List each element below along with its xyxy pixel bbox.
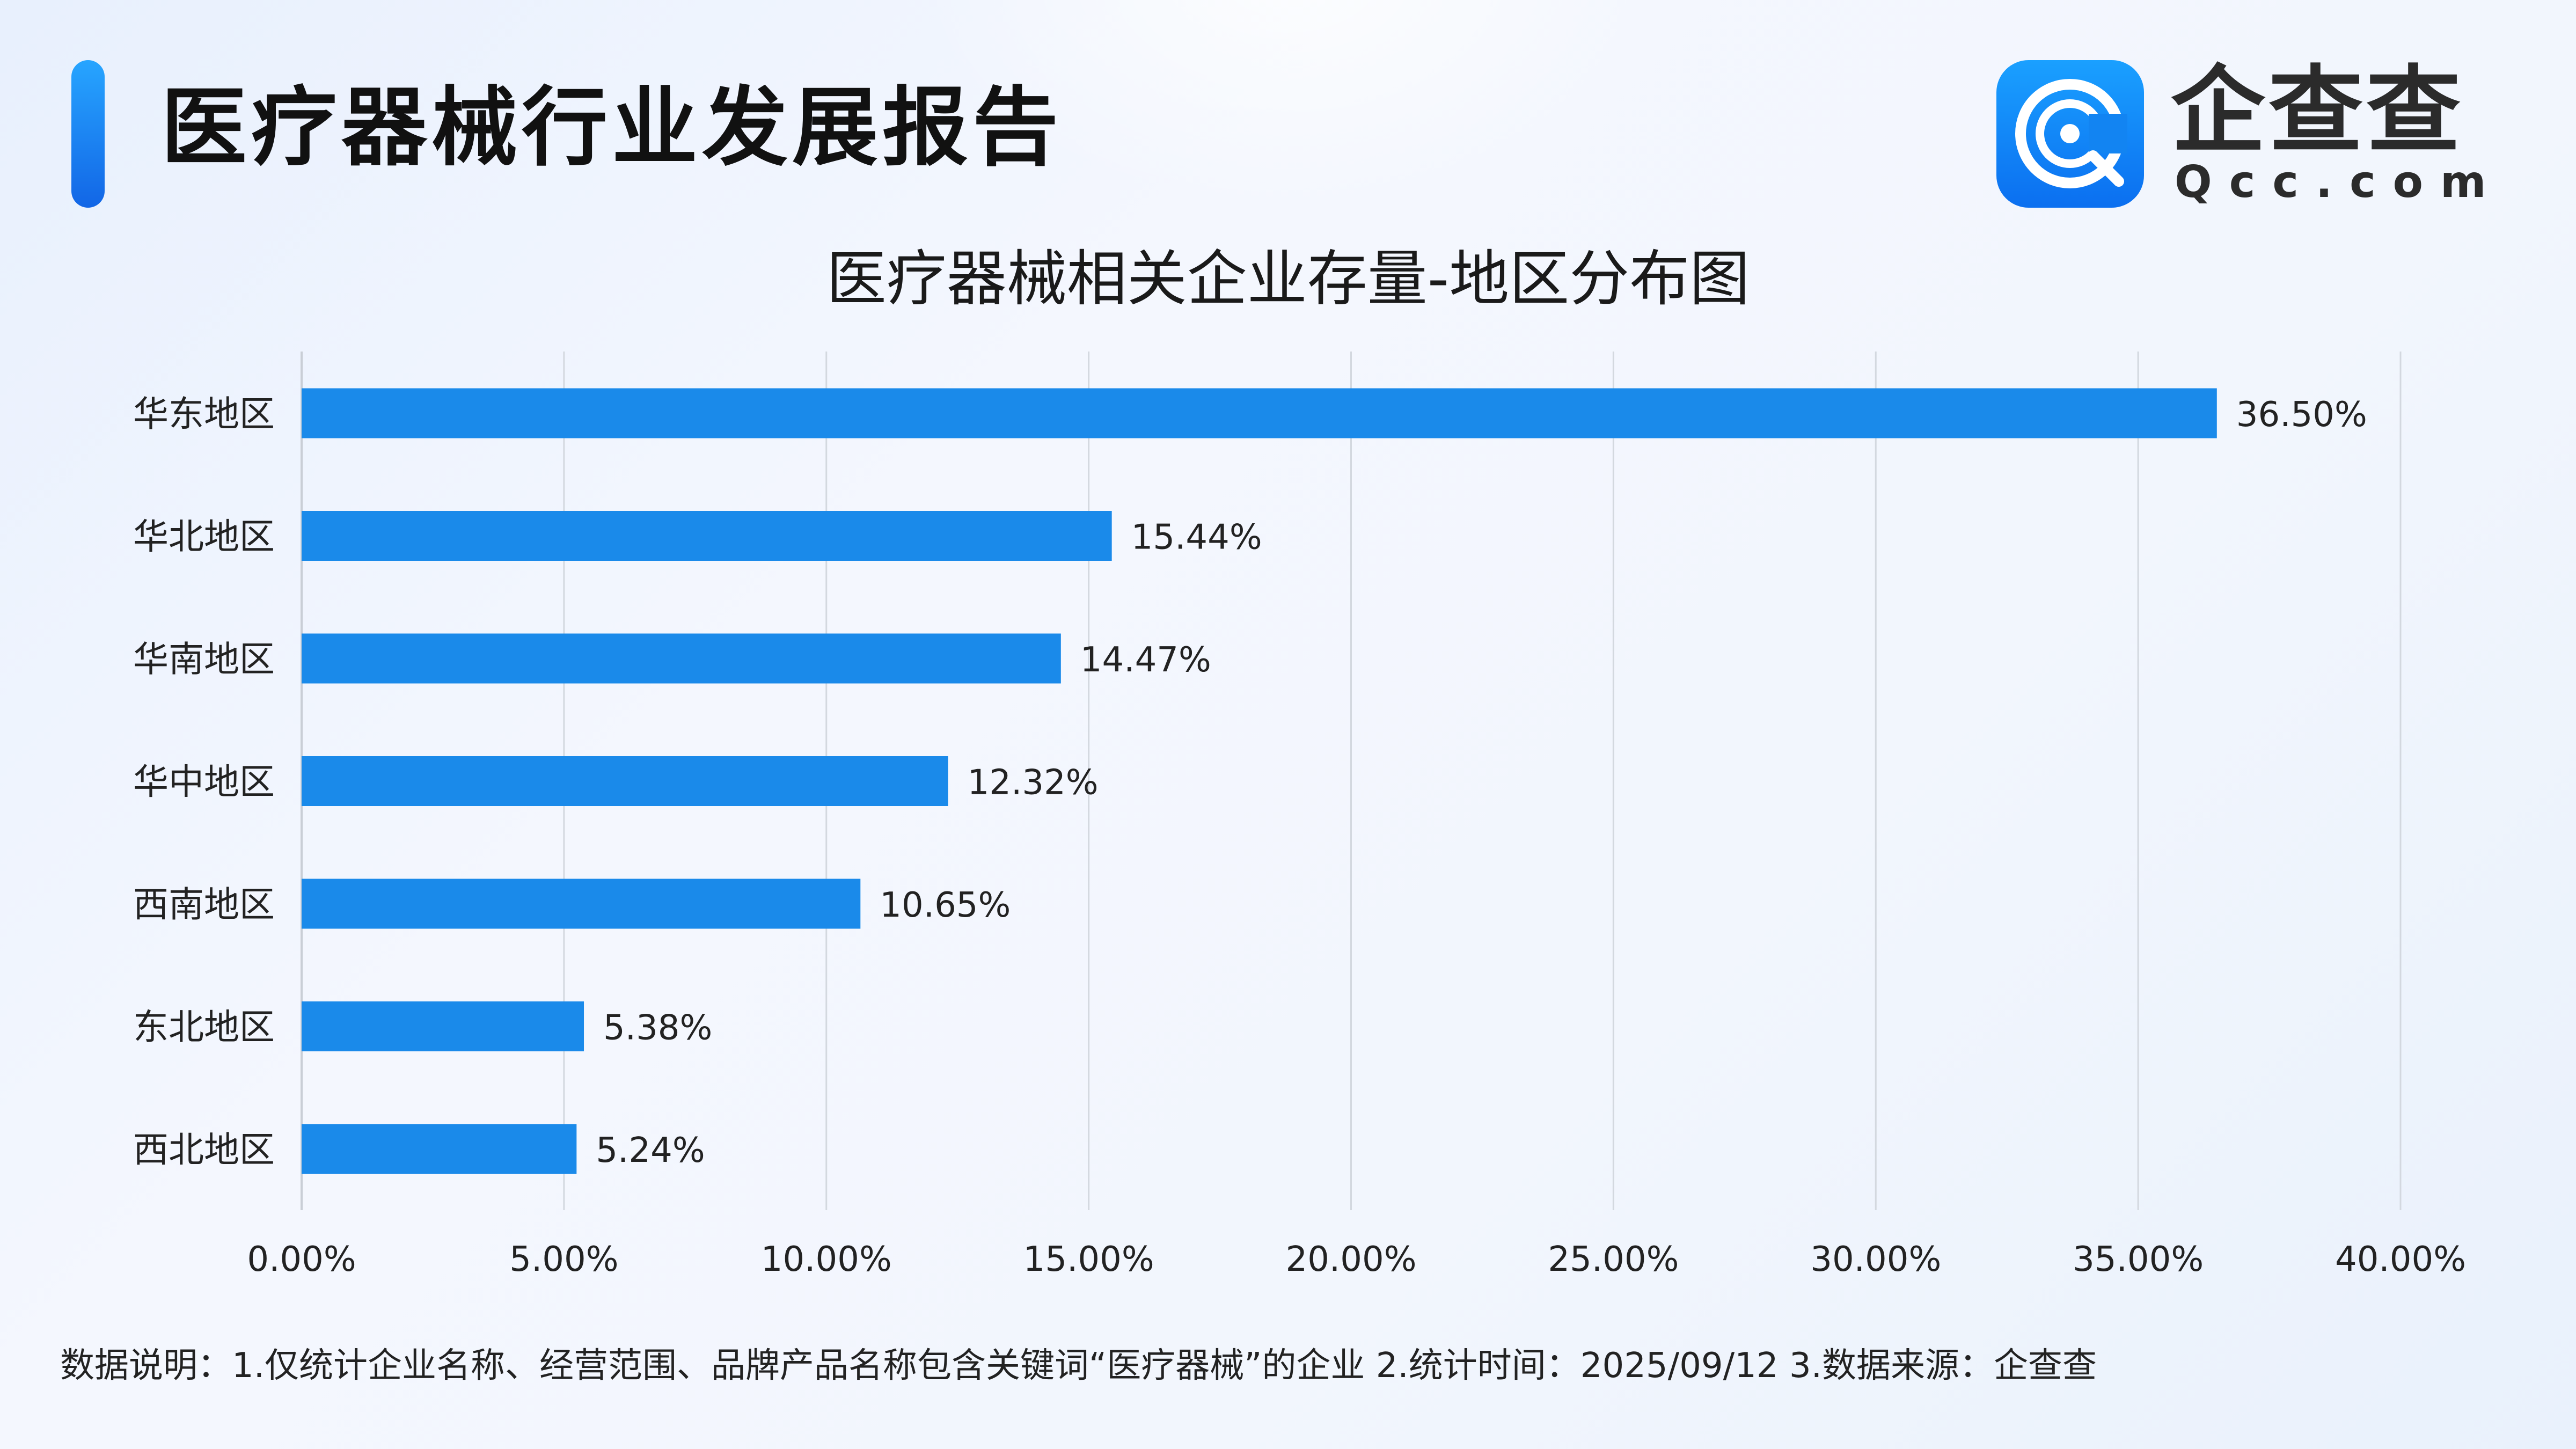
category-label: 华东地区 <box>133 393 275 435</box>
bar <box>302 756 948 806</box>
x-tick-label: 35.00% <box>2073 1240 2204 1279</box>
value-label: 5.38% <box>603 1008 712 1048</box>
category-label: 东北地区 <box>133 1007 275 1048</box>
brand-logo: 企查查 Qcc.com <box>1996 56 2490 210</box>
bar <box>302 633 1061 684</box>
value-label: 15.44% <box>1131 518 1262 558</box>
bar <box>302 388 2217 438</box>
x-tick-label: 0.00% <box>247 1240 356 1279</box>
value-label: 12.32% <box>968 763 1099 803</box>
logo-text-en: Qcc.com <box>2175 157 2504 208</box>
category-label: 华北地区 <box>133 516 275 558</box>
bar <box>302 1124 577 1174</box>
x-tick-label: 10.00% <box>761 1240 892 1279</box>
value-label: 5.24% <box>596 1131 705 1170</box>
x-tick-label: 25.00% <box>1548 1240 1679 1279</box>
value-label: 14.47% <box>1080 640 1211 680</box>
x-tick-label: 40.00% <box>2335 1240 2466 1279</box>
qcc-logo-icon <box>1996 60 2144 208</box>
value-label: 10.65% <box>880 885 1011 925</box>
chart-title: 医疗器械相关企业存量-地区分布图 <box>826 244 1750 314</box>
bar <box>302 511 1112 561</box>
x-tick-label: 5.00% <box>509 1240 618 1279</box>
category-label: 华中地区 <box>133 762 275 803</box>
x-tick-label: 20.00% <box>1285 1240 1416 1279</box>
x-tick-label: 30.00% <box>1810 1240 1941 1279</box>
logo-text-cn: 企查查 <box>2171 56 2464 166</box>
category-label: 西北地区 <box>133 1129 275 1170</box>
category-label: 西南地区 <box>133 884 275 925</box>
x-tick-label: 15.00% <box>1023 1240 1154 1279</box>
page-title: 医疗器械行业发展报告 <box>161 77 1063 178</box>
value-label: 36.50% <box>2236 395 2367 435</box>
bar <box>302 879 861 929</box>
category-label: 华南地区 <box>133 639 275 680</box>
data-note: 数据说明：1.仅统计企业名称、经营范围、品牌产品名称包含关键词“医疗器械”的企业… <box>60 1346 2097 1386</box>
title-accent-bar <box>71 60 105 208</box>
bar <box>302 1001 584 1051</box>
